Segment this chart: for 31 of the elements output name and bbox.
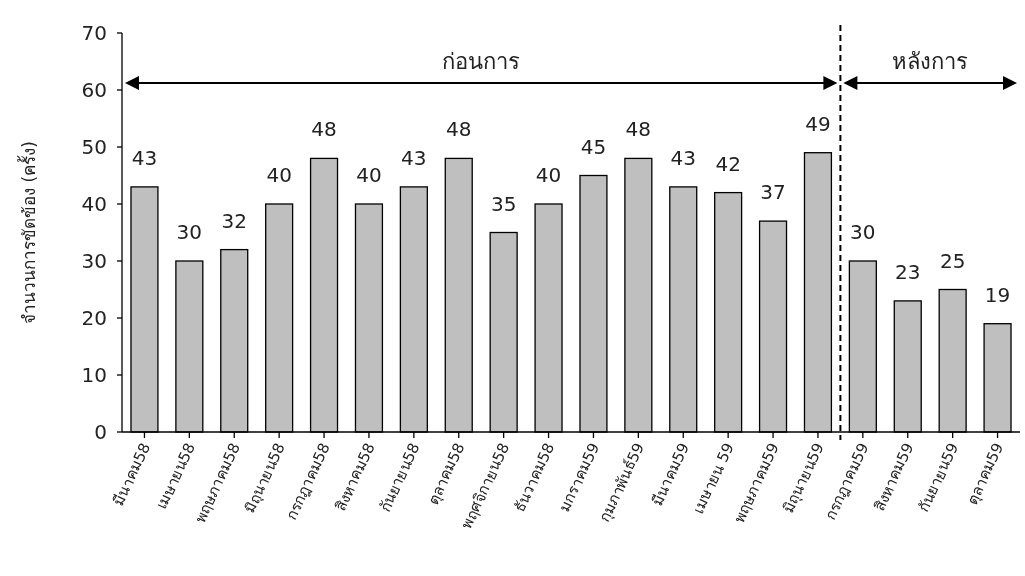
data-label: 48 [311, 117, 337, 142]
y-axis-title: จำนวนการขัดข้อง (ครั้ง) [17, 141, 39, 324]
data-label: 43 [401, 145, 427, 170]
data-label: 40 [266, 163, 292, 187]
y-tick-label: 40 [81, 192, 107, 216]
data-label: 49 [805, 111, 831, 136]
y-tick-label: 30 [81, 249, 107, 273]
data-label: 48 [625, 117, 652, 142]
data-label: 43 [131, 145, 158, 170]
data-label: 32 [221, 208, 247, 233]
y-tick-label: 0 [94, 420, 107, 444]
annotation: หลังการ [892, 48, 969, 74]
data-label: 42 [715, 151, 741, 176]
y-tick-label: 60 [81, 78, 107, 102]
y-tick-label: 50 [81, 135, 107, 159]
data-label: 30 [176, 220, 203, 244]
y-tick-label: 70 [81, 21, 107, 45]
data-label: 37 [760, 180, 786, 205]
data-label: 35 [490, 191, 517, 216]
data-label: 48 [446, 117, 472, 142]
data-label: 40 [535, 163, 562, 187]
data-label: 30 [850, 220, 876, 244]
data-label: 25 [939, 248, 966, 273]
data-label: 40 [356, 163, 382, 187]
data-label: 45 [580, 134, 607, 159]
y-tick-label: 20 [81, 306, 107, 330]
annotation: ก่อนการ [442, 48, 521, 74]
data-label: 43 [670, 145, 696, 170]
data-label: 19 [984, 282, 1011, 307]
y-tick-label: 10 [81, 363, 107, 387]
data-label: 23 [895, 259, 921, 284]
